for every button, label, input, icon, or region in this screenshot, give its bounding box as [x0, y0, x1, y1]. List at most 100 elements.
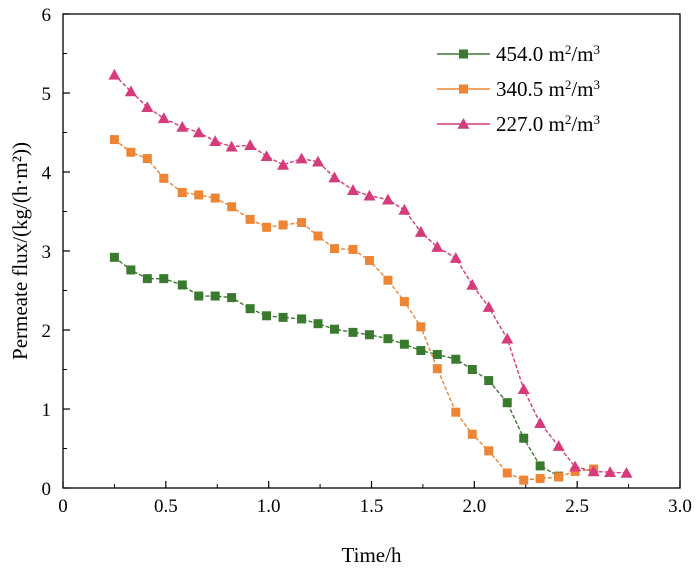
data-point — [194, 291, 204, 301]
data-point — [313, 231, 323, 241]
data-point — [501, 332, 514, 344]
data-point — [432, 364, 442, 374]
data-point — [451, 354, 461, 364]
data-point — [227, 293, 237, 303]
data-point — [484, 446, 494, 456]
data-point — [210, 193, 220, 203]
series-line — [113, 139, 594, 481]
data-point — [109, 252, 119, 262]
data-point — [225, 140, 238, 152]
data-point — [416, 346, 426, 356]
series-line — [113, 256, 559, 477]
data-point — [534, 417, 547, 429]
data-point — [210, 291, 220, 301]
y-tick-label: 4 — [42, 163, 52, 184]
data-point — [535, 461, 545, 471]
data-point — [141, 101, 154, 113]
axes: 0 0.5 1.0 1.5 2.0 2.5 3.0 0 1 2 3 4 5 6 — [42, 5, 692, 517]
y-tick-label: 3 — [42, 242, 52, 263]
series-3 — [108, 68, 633, 478]
data-point — [346, 184, 359, 195]
data-point — [295, 152, 308, 164]
data-point — [177, 188, 187, 198]
data-point — [381, 193, 394, 205]
data-point — [467, 429, 477, 439]
data-point — [329, 244, 339, 254]
data-point — [348, 327, 358, 337]
data-point — [109, 135, 119, 145]
data-point — [297, 218, 307, 228]
x-tick-label: 1.5 — [360, 496, 384, 517]
data-point — [604, 466, 617, 477]
y-tick-label: 1 — [42, 400, 52, 421]
data-point — [297, 314, 307, 324]
data-point — [142, 274, 152, 284]
y-tick-label: 0 — [42, 479, 52, 500]
data-point — [484, 376, 494, 386]
data-point — [519, 433, 529, 443]
data-point — [176, 120, 189, 132]
y-tick-label: 5 — [42, 84, 52, 105]
data-point — [502, 468, 512, 478]
data-point — [449, 252, 462, 263]
data-point — [502, 398, 512, 408]
legend-marker — [459, 84, 468, 94]
data-point — [414, 226, 427, 237]
data-point — [244, 139, 257, 150]
y-tick-label: 6 — [42, 5, 52, 26]
data-point — [278, 220, 288, 230]
data-point — [517, 383, 530, 395]
data-point — [431, 241, 444, 252]
data-point — [126, 147, 136, 157]
data-point — [482, 301, 495, 312]
data-point — [277, 158, 290, 170]
data-point — [227, 202, 237, 212]
data-point — [124, 85, 137, 97]
x-tick-label: 1.0 — [257, 496, 281, 517]
series-layer — [108, 68, 633, 485]
x-tick-label: 0.5 — [154, 496, 178, 517]
data-point — [157, 112, 170, 124]
series-1 — [109, 252, 564, 481]
data-point — [159, 274, 169, 284]
data-point — [399, 339, 409, 349]
data-point — [192, 126, 205, 138]
data-point — [328, 171, 341, 183]
legend-marker — [457, 118, 470, 129]
legend-label: 454.0 m2/m3 — [496, 42, 600, 67]
data-point — [194, 190, 204, 200]
legend-marker — [459, 49, 468, 59]
data-point — [329, 324, 339, 334]
data-point — [383, 275, 393, 285]
data-point — [177, 280, 187, 290]
data-point — [535, 474, 545, 484]
x-tick-label: 0 — [58, 496, 68, 517]
data-point — [262, 222, 272, 232]
data-point — [432, 349, 442, 359]
data-point — [108, 68, 121, 80]
data-point — [312, 155, 325, 167]
data-point — [363, 189, 376, 201]
data-point — [451, 407, 461, 417]
data-point — [466, 278, 479, 290]
data-point — [620, 466, 633, 478]
data-point — [260, 150, 273, 161]
data-point — [587, 465, 600, 477]
data-point — [398, 203, 411, 215]
data-point — [159, 173, 169, 183]
data-point — [348, 244, 358, 254]
data-point — [126, 265, 136, 275]
y-tick-label: 2 — [42, 321, 52, 342]
y-axis-title: Permeate flux/(kg/(h·m²)) — [8, 142, 32, 360]
legend-label: 227.0 m2/m3 — [496, 112, 600, 137]
data-point — [245, 304, 255, 314]
data-point — [245, 214, 255, 224]
data-point — [364, 330, 374, 340]
x-tick-label: 2.0 — [462, 496, 486, 517]
data-point — [262, 311, 272, 321]
data-point — [383, 334, 393, 344]
data-point — [519, 475, 529, 485]
data-point — [467, 365, 477, 374]
data-point — [142, 154, 152, 164]
